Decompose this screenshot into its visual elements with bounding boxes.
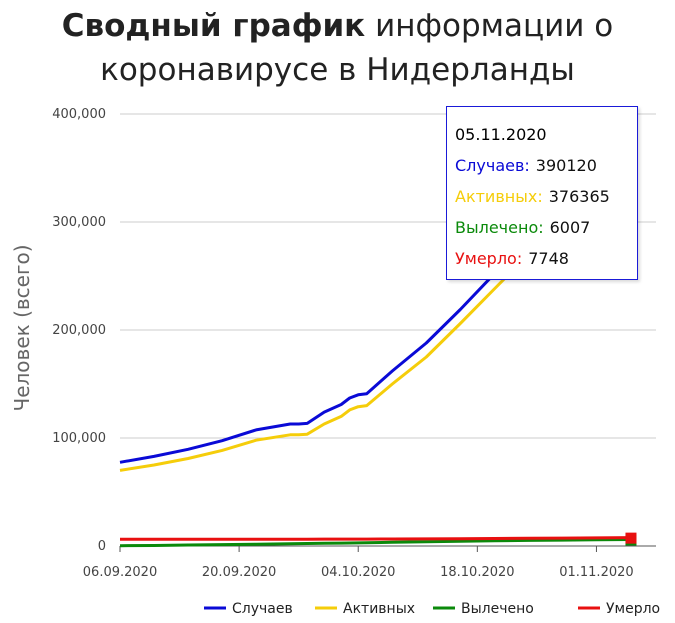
tooltip-row-active: Активных: 376365 bbox=[455, 181, 629, 212]
legend-label-3: Умерло bbox=[606, 601, 660, 617]
tooltip-label-cases: Случаев: bbox=[455, 156, 530, 175]
series-line-2 bbox=[119, 538, 631, 548]
chart-title-bold: Сводный график bbox=[61, 8, 366, 44]
y-tick-label: 200,000 bbox=[52, 323, 106, 338]
tooltip-label-active: Активных: bbox=[455, 187, 543, 206]
x-tick-label: 04.10.2020 bbox=[321, 565, 395, 580]
chart-tooltip: 05.11.2020 Случаев: 390120 Активных: 37636… bbox=[446, 106, 638, 280]
chart-title: Сводный график информации о коронавирусе… bbox=[0, 4, 675, 92]
series-end-marker-3 bbox=[625, 532, 637, 544]
tooltip-value-active: 376365 bbox=[548, 187, 610, 206]
x-tick-label: 01.11.2020 bbox=[559, 565, 633, 580]
y-axis-title: Человек (всего) bbox=[10, 244, 34, 411]
tooltip-row-recovered: Вылечено: 6007 bbox=[455, 212, 629, 243]
legend-label-0: Случаев bbox=[232, 601, 293, 617]
y-tick-label: 0 bbox=[98, 539, 106, 554]
y-tick-label: 400,000 bbox=[52, 107, 106, 122]
tooltip-date: 05.11.2020 bbox=[455, 125, 547, 144]
x-tick-label: 18.10.2020 bbox=[440, 565, 514, 580]
x-tick-label: 20.09.2020 bbox=[202, 565, 276, 580]
x-tick-label: 06.09.2020 bbox=[83, 565, 157, 580]
tooltip-row-cases: Случаев: 390120 bbox=[455, 150, 629, 181]
y-tick-label: 300,000 bbox=[52, 215, 106, 230]
chart-title-rest: информации о коронавирусе в Нидерланды bbox=[100, 8, 614, 88]
tooltip-value-recovered: 6007 bbox=[549, 218, 591, 237]
tooltip-row-deaths: Умерло: 7748 bbox=[455, 243, 629, 274]
series-line-3 bbox=[120, 536, 631, 541]
y-tick-label: 100,000 bbox=[52, 431, 106, 446]
tooltip-value-cases: 390120 bbox=[535, 156, 597, 175]
tooltip-label-recovered: Вылечено: bbox=[455, 218, 544, 237]
tooltip-label-deaths: Умерло: bbox=[455, 249, 523, 268]
legend-label-1: Активных bbox=[343, 601, 415, 617]
legend-label-2: Вылечено bbox=[461, 601, 534, 617]
tooltip-value-deaths: 7748 bbox=[528, 249, 569, 268]
